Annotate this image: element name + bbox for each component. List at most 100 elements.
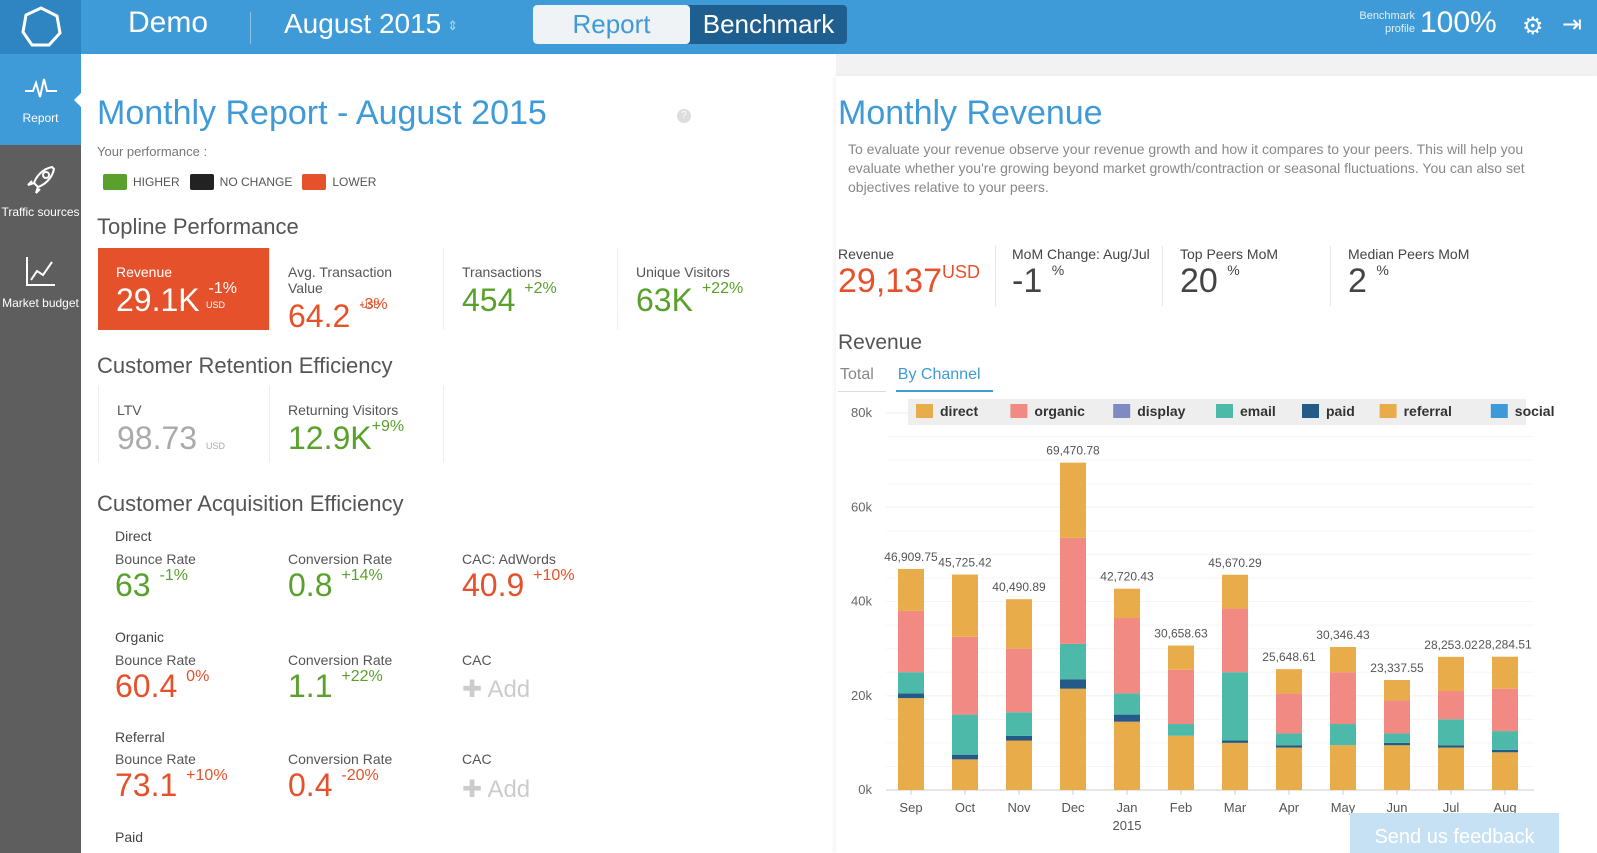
performance-legend: HIGHER NO CHANGE LOWER — [99, 174, 376, 190]
bar-segment-email — [1168, 724, 1194, 736]
bar-segment-organic — [1492, 688, 1518, 732]
period-label: August 2015 — [284, 8, 442, 39]
tab-total[interactable]: Total — [838, 364, 886, 392]
unit-text: % — [1227, 262, 1240, 278]
chart-tabs: Total By Channel — [838, 364, 993, 392]
bar-segment-direct — [1060, 688, 1086, 790]
tab-benchmark[interactable]: Benchmark — [702, 9, 835, 39]
legend-label-display: display — [1137, 403, 1185, 419]
organic-bounce-rate[interactable]: Bounce Rate 60.4 0% — [115, 652, 209, 705]
bar-segment-paid — [1222, 740, 1248, 743]
referral-bounce-rate[interactable]: Bounce Rate 73.1 +10% — [115, 751, 228, 804]
unit-text: USD — [942, 262, 981, 282]
gear-icon[interactable]: ⚙ — [1522, 13, 1544, 40]
benchmark-profile-value[interactable]: 100% — [1420, 6, 1497, 39]
period-select[interactable]: August 2015 ⇕ — [284, 8, 458, 40]
direct-cac-adwords[interactable]: CAC: AdWords 40.9 +10% — [462, 551, 575, 604]
value-text: 60.4 — [115, 668, 178, 704]
bar-segment-direct — [1492, 752, 1518, 790]
kpi-avg-transaction[interactable]: Avg. Transaction Value 64.2 -3% USD — [270, 248, 444, 334]
value-text: 73.1 — [115, 767, 178, 803]
kpi-unique-visitors[interactable]: Unique Visitors 63K +22% — [618, 248, 818, 330]
x-tick-label: Apr — [1279, 800, 1300, 815]
rkpi-value: 20 % — [1180, 262, 1278, 301]
unit-text: % — [1051, 262, 1065, 278]
kpi-ltv[interactable]: LTV 98.73 USD — [98, 386, 270, 462]
metric-label: Conversion Rate — [288, 551, 393, 567]
kpi-revenue[interactable]: Revenue 29.1K -1% USD — [98, 248, 270, 330]
sidebar-item-traffic-sources[interactable]: Traffic sources — [0, 145, 81, 236]
x-year-label: 2015 — [1113, 818, 1142, 833]
value-text: 63 — [115, 567, 151, 603]
referral-conversion-rate[interactable]: Conversion Rate 0.4 -20% — [288, 751, 392, 804]
direct-bounce-rate[interactable]: Bounce Rate 63 -1% — [115, 551, 196, 604]
metric-label: CAC: AdWords — [462, 551, 556, 567]
data-label: 45,725.42 — [938, 556, 992, 570]
sidebar-item-report[interactable]: Report — [0, 54, 82, 145]
bar-segment-organic — [1114, 617, 1140, 694]
tab-by-channel[interactable]: By Channel — [895, 364, 993, 392]
bar-segment-paid — [1006, 735, 1032, 741]
value-text: 0.8 — [288, 567, 333, 603]
bar-segment-paid — [1384, 742, 1410, 746]
x-tick-label: Jul — [1443, 800, 1460, 815]
bar-segment-email — [1060, 643, 1086, 680]
legend-lower: LOWER — [332, 175, 377, 189]
referral-cac-add-button[interactable]: ✚ Add — [462, 775, 530, 804]
lower-swatch — [302, 174, 327, 190]
bar-segment-direct — [1276, 747, 1302, 790]
bar-segment-direct — [1168, 735, 1194, 790]
y-tick-label: 0k — [858, 782, 872, 797]
data-label: 25,648.61 — [1262, 650, 1316, 664]
legend-swatch-paid — [1302, 404, 1319, 418]
help-icon[interactable]: ? — [677, 109, 691, 123]
kpi-returning-visitors[interactable]: Returning Visitors 12.9K+9% — [270, 386, 444, 462]
rkpi-label: Revenue — [838, 246, 895, 262]
logout-icon[interactable]: ⇥ — [1562, 11, 1583, 38]
bar-segment-paid — [1492, 749, 1518, 753]
feedback-button[interactable]: Send us feedback — [1350, 813, 1559, 853]
bar-segment-email — [1114, 693, 1140, 715]
bar-segment-email — [1276, 733, 1302, 746]
app-logo[interactable] — [0, 0, 81, 54]
bar-segment-direct — [1114, 721, 1140, 790]
change-text: -20% — [341, 767, 379, 784]
tab-report[interactable]: Report — [533, 5, 690, 44]
organic-conversion-rate[interactable]: Conversion Rate 1.1 +22% — [288, 652, 392, 705]
kpi-value: 29.1K -1% USD — [116, 280, 251, 319]
unit-text: USD — [205, 441, 225, 451]
rkpi-value: 29,137USD — [838, 262, 980, 301]
acquisition-title: Customer Acquisition Efficiency — [97, 491, 404, 516]
change-text: -1% — [208, 280, 237, 297]
logo-icon — [20, 6, 62, 47]
bar-segment-referral — [1276, 669, 1302, 694]
kpi-label: Returning Visitors — [288, 402, 399, 418]
bar-segment-organic — [1438, 691, 1464, 720]
y-tick-label: 40k — [851, 594, 872, 609]
direct-conversion-rate[interactable]: Conversion Rate 0.8 +14% — [288, 551, 392, 604]
bar-segment-organic — [1384, 700, 1410, 734]
bar-segment-referral — [1114, 588, 1140, 618]
legend-higher: HIGHER — [133, 175, 180, 189]
rkpi-revenue: Revenue 29,137USD — [838, 246, 980, 301]
legend-label-referral: referral — [1404, 403, 1452, 419]
metric-value: 73.1 +10% — [115, 767, 228, 804]
rkpi-mom-change: MoM Change: Aug/Jul -1 % — [1012, 246, 1150, 301]
bar-segment-email — [1384, 733, 1410, 743]
benchmark-profile-label: Benchmark profile — [1355, 10, 1415, 36]
metric-label: CAC — [462, 652, 492, 668]
legend-swatch-organic — [1010, 404, 1028, 418]
organic-cac-add-button[interactable]: ✚ Add — [462, 675, 530, 704]
bar-segment-direct — [1438, 747, 1464, 790]
divider — [995, 246, 996, 306]
divider — [1330, 246, 1331, 306]
kpi-transactions[interactable]: Transactions 454 +2% — [444, 248, 618, 330]
metric-value: 60.4 0% — [115, 668, 209, 705]
legend-label-organic: organic — [1034, 403, 1085, 419]
bar-segment-organic — [1060, 537, 1086, 644]
pulse-icon — [24, 78, 57, 97]
sidebar-item-market-budget[interactable]: Market budget — [0, 236, 81, 327]
y-tick-label: 80k — [851, 405, 872, 420]
value-text: 20 — [1180, 262, 1218, 300]
bench-label-1: Benchmark — [1359, 10, 1415, 22]
